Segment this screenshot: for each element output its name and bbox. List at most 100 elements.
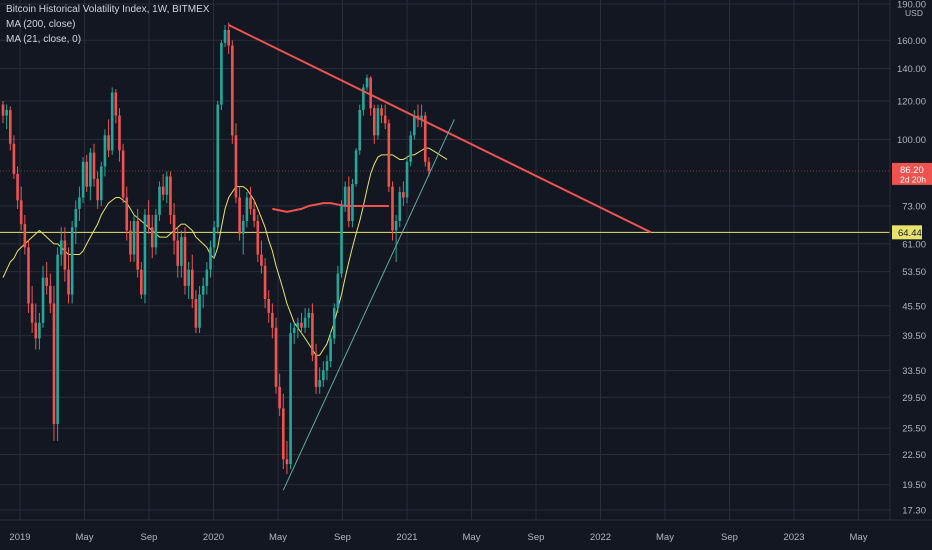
candle-body — [241, 220, 245, 234]
candle-body — [220, 42, 223, 105]
candle-body — [187, 269, 190, 286]
candle — [187, 261, 190, 299]
candle — [190, 254, 194, 309]
candle — [380, 104, 383, 124]
candle-body — [365, 77, 369, 88]
candle-body — [150, 227, 154, 248]
y-tick-label: 25.50 — [902, 424, 926, 435]
candle-body — [23, 224, 27, 248]
candle-body — [158, 186, 161, 215]
candle-body — [347, 186, 351, 221]
y-tick-label: 73.00 — [902, 201, 926, 212]
candle-body — [147, 214, 150, 228]
candle — [30, 285, 34, 334]
candle-body — [332, 308, 336, 339]
candle-body — [245, 197, 249, 221]
ma200-line — [272, 202, 389, 213]
candle-body — [358, 110, 362, 151]
candle — [85, 154, 89, 192]
candle-body — [176, 240, 180, 266]
trendlines[interactable] — [228, 24, 652, 491]
candle — [201, 277, 205, 309]
candle-body — [307, 312, 311, 318]
candle-body — [41, 277, 45, 323]
candle — [92, 143, 96, 187]
candle-body — [427, 161, 431, 171]
y-tick-label: 19.50 — [902, 480, 926, 491]
x-tick-label: Sep — [528, 532, 545, 543]
candle — [278, 373, 281, 417]
candle — [34, 303, 38, 350]
candle-body — [267, 298, 271, 313]
candle-body — [132, 220, 136, 255]
y-tick-label: 160.00 — [897, 36, 926, 47]
candle-body — [231, 45, 234, 136]
countdown-text: 2d 20h — [900, 174, 926, 184]
candle — [314, 343, 318, 394]
legend-ma200[interactable]: MA (200, close) — [6, 19, 76, 30]
candle — [1, 101, 5, 124]
candle — [427, 157, 431, 177]
candle-body — [27, 247, 30, 304]
candle — [362, 84, 365, 116]
price-axis[interactable]: 17.30 19.50 22.50 25.50 29.50 33.50 39.50 45.50… — [897, 0, 926, 517]
candle — [74, 200, 78, 244]
last-price-text: 86.20 — [900, 165, 924, 176]
candle-body — [205, 269, 209, 286]
candle — [194, 290, 198, 334]
y-tick-label: 100.00 — [897, 135, 926, 146]
candle-body — [285, 459, 289, 465]
candle — [420, 104, 423, 128]
time-axis[interactable]: 2019 May Sep 2020 May Sep 2021 May Sep 2022 May Sep… — [9, 532, 867, 543]
y-tick-label: 190.00 — [897, 0, 926, 11]
legend-ma21[interactable]: MA (21, close, 0) — [6, 34, 82, 45]
candle-body — [271, 312, 274, 328]
candle — [198, 285, 201, 334]
candle — [99, 161, 103, 206]
candle-body — [114, 92, 118, 116]
x-tick-label: Sep — [141, 532, 158, 543]
x-tick-label: 2019 — [9, 532, 30, 543]
candle — [180, 230, 183, 278]
candle — [23, 214, 27, 255]
candle — [107, 119, 110, 158]
candle-body — [351, 184, 354, 221]
candle-body — [89, 152, 92, 187]
legend-title[interactable]: Bitcoin Historical Volatility Index, 1W,… — [6, 4, 210, 15]
candle — [300, 312, 303, 334]
candle — [59, 227, 63, 266]
candle-body — [1, 104, 5, 116]
candle — [354, 148, 358, 187]
candle — [249, 186, 252, 215]
candle-body — [227, 29, 230, 46]
candle-body — [45, 277, 48, 286]
candle-body — [340, 205, 343, 274]
candle — [67, 247, 70, 304]
candle-body — [387, 123, 391, 187]
candle-body — [311, 312, 314, 356]
candle-body — [354, 150, 358, 185]
candle-body — [5, 110, 8, 116]
candle — [398, 186, 402, 228]
candle — [121, 143, 125, 204]
x-tick-label: May — [463, 532, 481, 543]
candle-body — [420, 115, 423, 120]
candle-body — [409, 135, 412, 162]
candle — [409, 131, 412, 167]
y-tick-label: 45.50 — [902, 301, 926, 312]
candle-body — [318, 380, 321, 387]
candle-body — [383, 115, 387, 124]
candle — [274, 317, 278, 394]
candle — [296, 317, 300, 339]
candle-body — [16, 173, 19, 201]
candle — [49, 273, 52, 313]
candle — [329, 333, 332, 368]
candle — [154, 208, 158, 255]
candle-body — [8, 110, 12, 144]
candle — [209, 240, 212, 278]
candle — [41, 265, 45, 328]
candle-body — [380, 108, 383, 116]
candle-body — [169, 176, 172, 215]
